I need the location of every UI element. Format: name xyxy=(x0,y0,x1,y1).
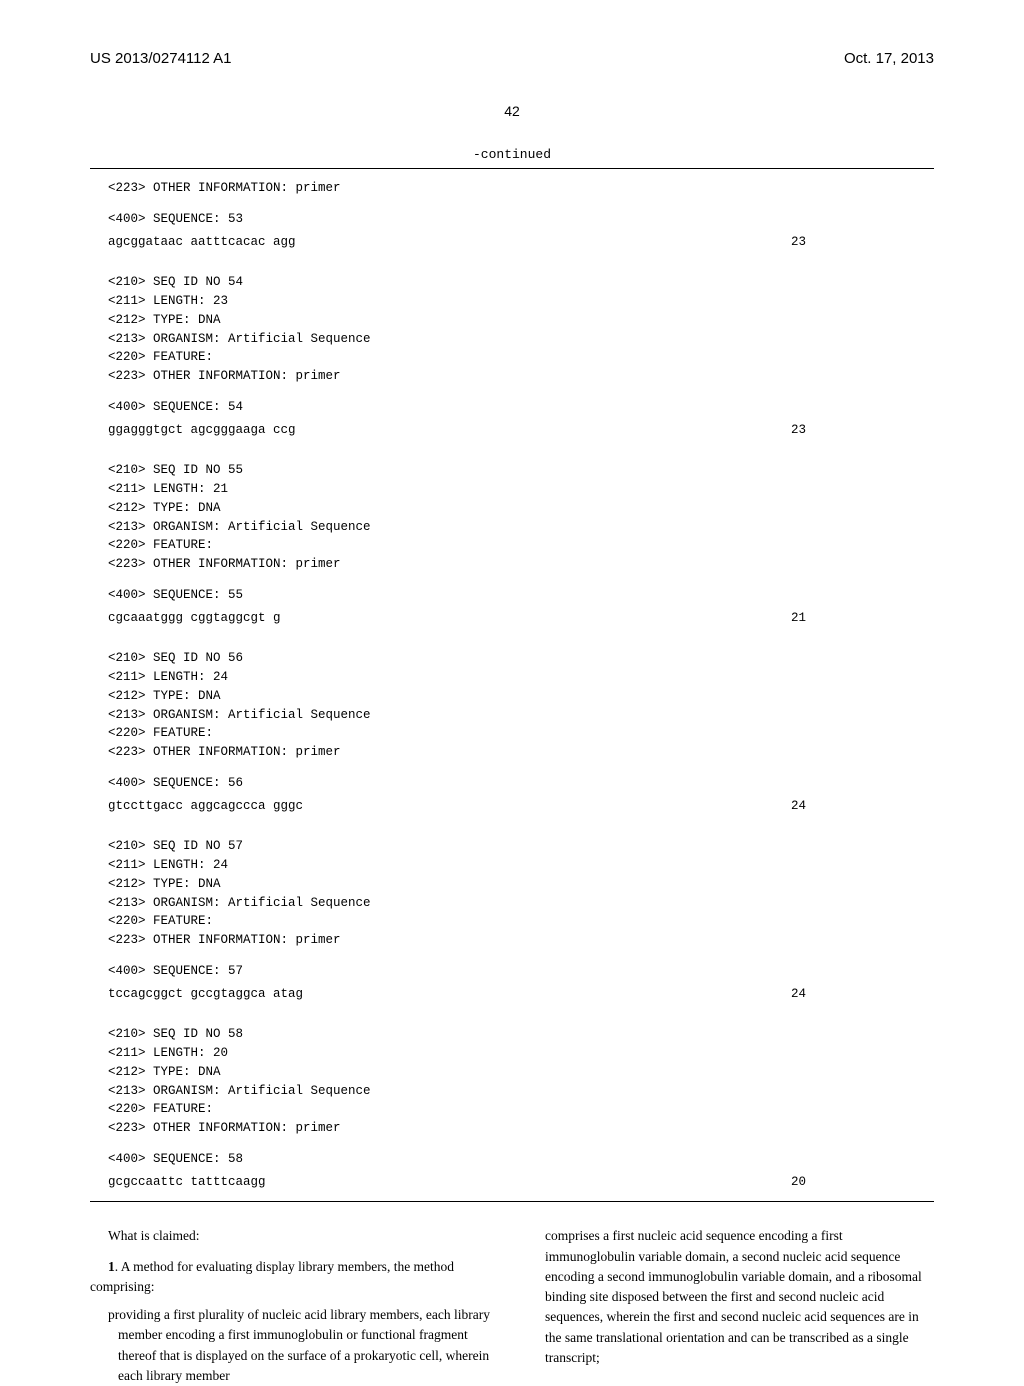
seq-400: <400> SEQUENCE: 54 xyxy=(108,398,916,417)
seq-213: <213> ORGANISM: Artificial Sequence xyxy=(108,706,916,725)
claims-intro: What is claimed: xyxy=(90,1226,497,1246)
seq-210: <210> SEQ ID NO 54 xyxy=(108,273,916,292)
seq-string: cgcaaatggg cggtaggcgt g xyxy=(108,609,281,628)
publication-date: Oct. 17, 2013 xyxy=(844,50,934,67)
seq-string-row: gtccttgacc aggcagccca gggc 24 xyxy=(108,797,916,816)
seq-string: gcgccaattc tatttcaagg xyxy=(108,1173,266,1192)
claims-section: What is claimed: 1. A method for evaluat… xyxy=(90,1226,934,1386)
seq-213: <213> ORGANISM: Artificial Sequence xyxy=(108,330,916,349)
seq-string-row: cgcaaatggg cggtaggcgt g 21 xyxy=(108,609,916,628)
seq-block-56: <210> SEQ ID NO 56 <211> LENGTH: 24 <212… xyxy=(108,649,916,815)
claims-left-column: What is claimed: 1. A method for evaluat… xyxy=(90,1226,497,1386)
seq-string-row: agcggataac aatttcacac agg 23 xyxy=(108,233,916,252)
seq-210: <210> SEQ ID NO 56 xyxy=(108,649,916,668)
seq-length: 24 xyxy=(791,797,916,816)
seq-223: <223> OTHER INFORMATION: primer xyxy=(108,931,916,950)
seq-400: <400> SEQUENCE: 57 xyxy=(108,962,916,981)
seq-223: <223> OTHER INFORMATION: primer xyxy=(108,743,916,762)
seq-block-53: <223> OTHER INFORMATION: primer <400> SE… xyxy=(108,179,916,251)
page-header: US 2013/0274112 A1 Oct. 17, 2013 xyxy=(90,50,934,67)
seq-211: <211> LENGTH: 24 xyxy=(108,856,916,875)
seq-211: <211> LENGTH: 23 xyxy=(108,292,916,311)
seq-220: <220> FEATURE: xyxy=(108,348,916,367)
seq-block-58: <210> SEQ ID NO 58 <211> LENGTH: 20 <212… xyxy=(108,1025,916,1191)
seq-220: <220> FEATURE: xyxy=(108,724,916,743)
seq-400: <400> SEQUENCE: 55 xyxy=(108,586,916,605)
seq-string-row: tccagcggct gccgtaggca atag 24 xyxy=(108,985,916,1004)
seq-223: <223> OTHER INFORMATION: primer xyxy=(108,1119,916,1138)
seq-213: <213> ORGANISM: Artificial Sequence xyxy=(108,518,916,537)
continued-label: -continued xyxy=(90,147,934,162)
seq-212: <212> TYPE: DNA xyxy=(108,1063,916,1082)
seq-length: 23 xyxy=(791,421,916,440)
seq-212: <212> TYPE: DNA xyxy=(108,311,916,330)
seq-220: <220> FEATURE: xyxy=(108,536,916,555)
seq-220: <220> FEATURE: xyxy=(108,912,916,931)
seq-220: <220> FEATURE: xyxy=(108,1100,916,1119)
seq-length: 23 xyxy=(791,233,916,252)
seq-212: <212> TYPE: DNA xyxy=(108,875,916,894)
seq-212: <212> TYPE: DNA xyxy=(108,687,916,706)
seq-block-54: <210> SEQ ID NO 54 <211> LENGTH: 23 <212… xyxy=(108,273,916,439)
seq-223: <223> OTHER INFORMATION: primer xyxy=(108,179,916,198)
seq-string-row: ggagggtgct agcgggaaga ccg 23 xyxy=(108,421,916,440)
publication-number: US 2013/0274112 A1 xyxy=(90,50,232,67)
seq-string: tccagcggct gccgtaggca atag xyxy=(108,985,303,1004)
sequence-listing: <223> OTHER INFORMATION: primer <400> SE… xyxy=(90,168,934,1202)
seq-210: <210> SEQ ID NO 57 xyxy=(108,837,916,856)
seq-213: <213> ORGANISM: Artificial Sequence xyxy=(108,1082,916,1101)
seq-400: <400> SEQUENCE: 58 xyxy=(108,1150,916,1169)
seq-211: <211> LENGTH: 24 xyxy=(108,668,916,687)
seq-210: <210> SEQ ID NO 55 xyxy=(108,461,916,480)
seq-211: <211> LENGTH: 20 xyxy=(108,1044,916,1063)
claim-1-sub-right: comprises a first nucleic acid sequence … xyxy=(527,1226,934,1368)
seq-210: <210> SEQ ID NO 58 xyxy=(108,1025,916,1044)
seq-length: 20 xyxy=(791,1173,916,1192)
seq-400: <400> SEQUENCE: 56 xyxy=(108,774,916,793)
claims-right-column: comprises a first nucleic acid sequence … xyxy=(527,1226,934,1386)
seq-211: <211> LENGTH: 21 xyxy=(108,480,916,499)
claim-1-sub-left: providing a first plurality of nucleic a… xyxy=(90,1305,497,1386)
seq-string: ggagggtgct agcgggaaga ccg xyxy=(108,421,296,440)
seq-213: <213> ORGANISM: Artificial Sequence xyxy=(108,894,916,913)
seq-block-57: <210> SEQ ID NO 57 <211> LENGTH: 24 <212… xyxy=(108,837,916,1003)
seq-string: agcggataac aatttcacac agg xyxy=(108,233,296,252)
seq-212: <212> TYPE: DNA xyxy=(108,499,916,518)
seq-223: <223> OTHER INFORMATION: primer xyxy=(108,367,916,386)
seq-block-55: <210> SEQ ID NO 55 <211> LENGTH: 21 <212… xyxy=(108,461,916,627)
page-number: 42 xyxy=(90,103,934,119)
seq-length: 21 xyxy=(791,609,916,628)
seq-string-row: gcgccaattc tatttcaagg 20 xyxy=(108,1173,916,1192)
seq-400: <400> SEQUENCE: 53 xyxy=(108,210,916,229)
claim-1-title: 1. A method for evaluating display libra… xyxy=(90,1257,497,1298)
seq-223: <223> OTHER INFORMATION: primer xyxy=(108,555,916,574)
seq-string: gtccttgacc aggcagccca gggc xyxy=(108,797,303,816)
seq-length: 24 xyxy=(791,985,916,1004)
